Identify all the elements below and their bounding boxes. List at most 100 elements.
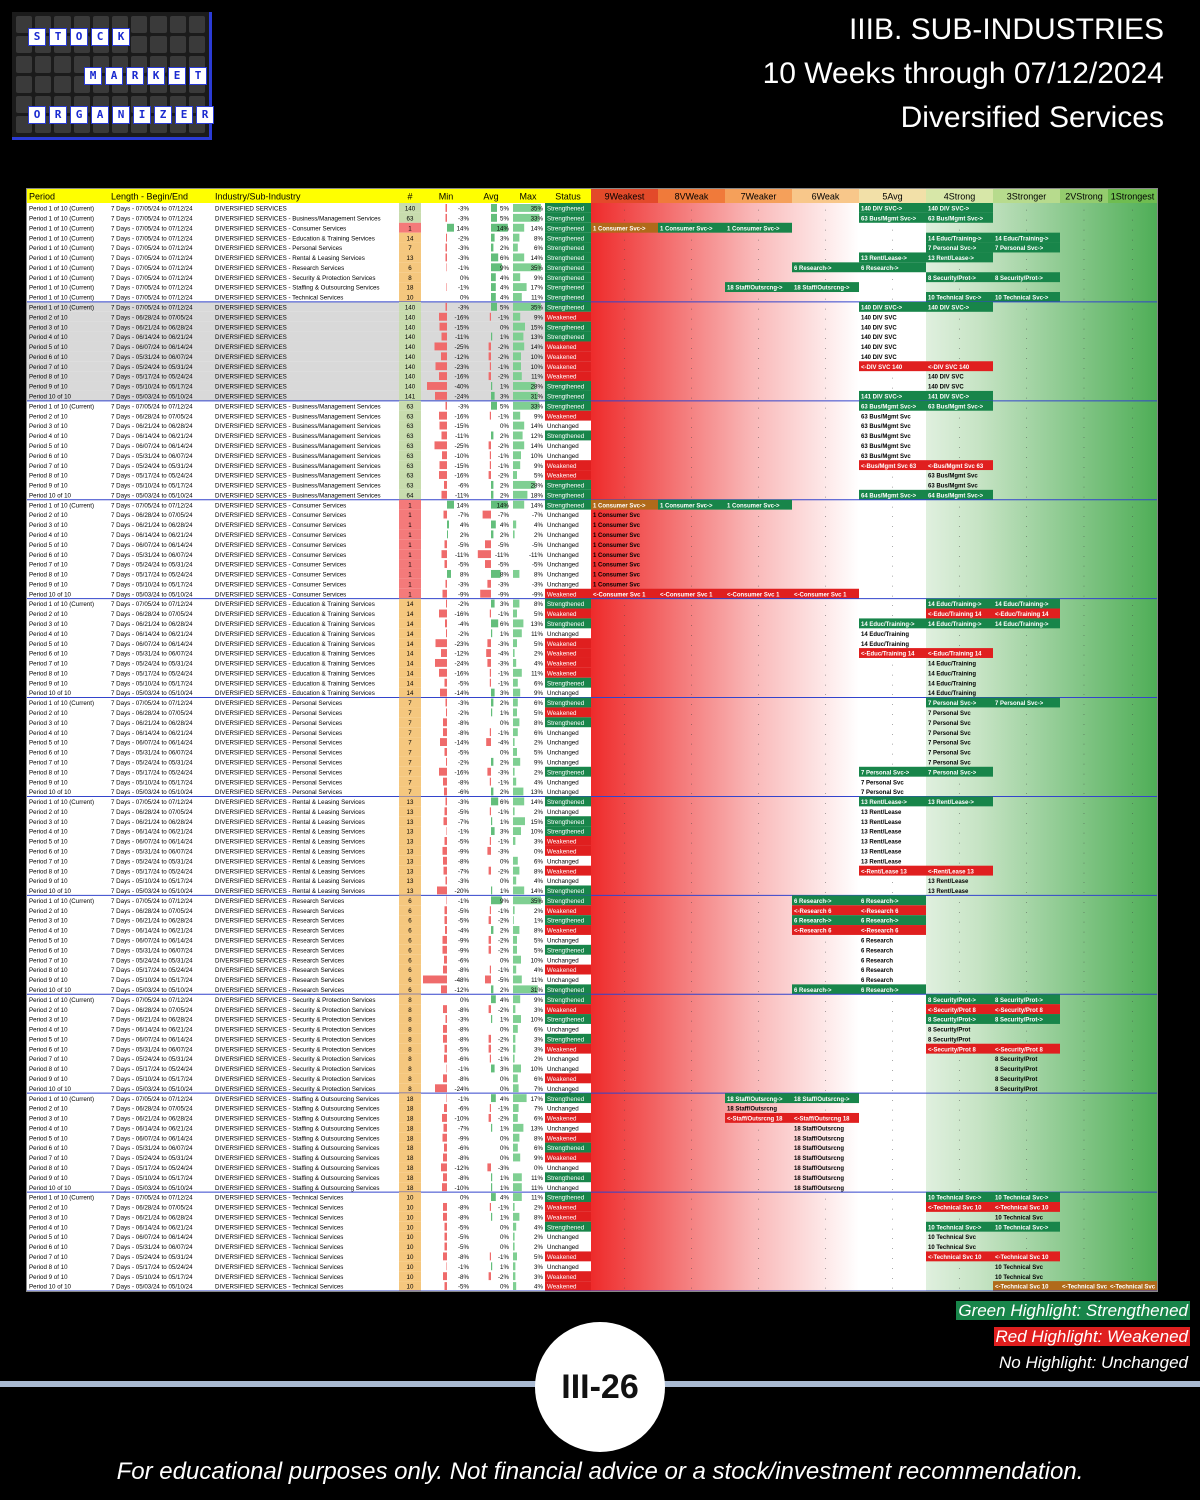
status-cell-bg bbox=[545, 341, 591, 352]
avg-value: 0% bbox=[500, 1086, 509, 1093]
page-number-badge: III-26 bbox=[535, 1322, 665, 1452]
min-bar bbox=[447, 520, 449, 529]
max-value: 11% bbox=[531, 1195, 543, 1202]
empty-rank-dot: . bbox=[624, 245, 626, 252]
max-bar bbox=[513, 342, 525, 351]
period-label: Period 3 of 10 bbox=[29, 621, 68, 628]
rank-cell-bg bbox=[926, 292, 993, 302]
empty-rank-dot: . bbox=[624, 819, 626, 826]
industry-label: DIVERSIFIED SERVICES bbox=[215, 344, 287, 351]
max-bar bbox=[513, 1133, 520, 1142]
status-value: Strengthened bbox=[547, 1195, 585, 1202]
empty-rank-dot: . bbox=[825, 759, 827, 766]
empty-rank-dot: . bbox=[691, 720, 693, 727]
empty-rank-dot: . bbox=[624, 829, 626, 836]
empty-rank-dot: . bbox=[691, 799, 693, 806]
period-label: Period 3 of 10 bbox=[29, 423, 68, 430]
min-bar bbox=[446, 757, 447, 766]
empty-rank-dot: . bbox=[691, 443, 693, 450]
empty-rank-dot: . bbox=[959, 1076, 961, 1083]
empty-rank-dot: . bbox=[892, 1096, 894, 1103]
empty-rank-dot: . bbox=[1132, 1155, 1134, 1162]
status-value: Unchanged bbox=[547, 1165, 579, 1172]
min-bar bbox=[443, 965, 447, 974]
rank-label: 14 Educ/Training-> bbox=[995, 622, 1049, 628]
avg-bar bbox=[491, 797, 499, 806]
max-value: 14% bbox=[531, 443, 544, 450]
max-bar bbox=[513, 1143, 518, 1152]
empty-rank-dot: . bbox=[1083, 394, 1085, 401]
empty-rank-dot: . bbox=[892, 473, 894, 480]
column-header: 9Weakest bbox=[605, 192, 645, 202]
min-bar bbox=[441, 431, 447, 440]
rank-label: 18 Staff/Outsrcng bbox=[794, 1186, 844, 1192]
column-header: Avg bbox=[483, 192, 498, 202]
status-value: Weakened bbox=[547, 651, 577, 658]
empty-rank-dot: . bbox=[758, 1214, 760, 1221]
rank-cell-bg bbox=[926, 232, 993, 243]
empty-rank-dot: . bbox=[1026, 334, 1028, 341]
empty-rank-dot: . bbox=[1132, 354, 1134, 361]
max-bar bbox=[513, 688, 521, 697]
empty-rank-dot: . bbox=[758, 977, 760, 984]
period-label: Period 6 of 10 bbox=[29, 1145, 68, 1152]
empty-rank-dot: . bbox=[1026, 928, 1028, 935]
empty-rank-dot: . bbox=[825, 740, 827, 747]
max-bar bbox=[513, 1272, 516, 1281]
empty-rank-dot: . bbox=[1132, 661, 1134, 668]
count-cell-bg bbox=[399, 1152, 421, 1163]
count-cell-bg bbox=[399, 638, 421, 649]
empty-rank-dot: . bbox=[691, 730, 693, 737]
industry-title: Diversified Services bbox=[900, 101, 1164, 134]
period-label: Period 4 of 10 bbox=[29, 730, 68, 737]
empty-rank-dot: . bbox=[1026, 1027, 1028, 1034]
min-value: -6% bbox=[458, 1106, 470, 1113]
empty-rank-dot: . bbox=[892, 532, 894, 539]
logo-letter: R bbox=[196, 106, 214, 124]
empty-rank-dot: . bbox=[1132, 1264, 1134, 1271]
empty-rank-dot: . bbox=[691, 611, 693, 618]
count-cell-bg bbox=[399, 717, 421, 728]
max-bar bbox=[513, 1064, 521, 1073]
empty-rank-dot: . bbox=[1083, 1027, 1085, 1034]
period-label: Period 3 of 10 bbox=[29, 1116, 68, 1123]
min-bar bbox=[444, 1222, 447, 1231]
min-value: -8% bbox=[458, 720, 470, 727]
empty-rank-dot: . bbox=[758, 275, 760, 282]
min-bar bbox=[441, 1163, 447, 1172]
length-label: 7 Days - 05/03/24 to 05/10/24 bbox=[111, 987, 193, 994]
industry-label: DIVERSIFIED SERVICES - Rental & Leasing … bbox=[215, 888, 365, 895]
count-value: 10 bbox=[407, 295, 414, 302]
empty-rank-dot: . bbox=[1083, 354, 1085, 361]
empty-rank-dot: . bbox=[1083, 918, 1085, 925]
count-value: 14 bbox=[407, 661, 414, 668]
rank-cell-bg bbox=[859, 865, 926, 876]
empty-rank-dot: . bbox=[691, 1284, 693, 1291]
avg-value: -3% bbox=[498, 1165, 510, 1172]
empty-rank-dot: . bbox=[959, 829, 961, 836]
status-value: Weakened bbox=[547, 354, 577, 361]
empty-rank-dot: . bbox=[758, 789, 760, 796]
max-value: 14% bbox=[531, 799, 544, 806]
empty-rank-dot: . bbox=[825, 334, 827, 341]
empty-rank-dot: . bbox=[758, 1066, 760, 1073]
empty-rank-dot: . bbox=[624, 1106, 626, 1113]
count-cell-bg bbox=[399, 578, 421, 589]
count-cell-bg bbox=[399, 934, 421, 945]
empty-rank-dot: . bbox=[1132, 641, 1134, 648]
empty-rank-dot: . bbox=[1026, 433, 1028, 440]
count-cell-bg bbox=[399, 727, 421, 738]
rank-label: <-Security/Prot 8 bbox=[995, 1047, 1044, 1053]
count-cell-bg bbox=[399, 1043, 421, 1054]
empty-rank-dot: . bbox=[825, 720, 827, 727]
empty-rank-dot: . bbox=[825, 730, 827, 737]
empty-rank-dot: . bbox=[758, 1244, 760, 1251]
min-value: -6% bbox=[458, 789, 470, 796]
min-bar bbox=[439, 461, 447, 470]
min-bar bbox=[439, 471, 447, 479]
empty-rank-dot: . bbox=[1083, 413, 1085, 420]
column-header: Industry/Sub-Industry bbox=[215, 192, 301, 202]
max-bar bbox=[513, 935, 517, 944]
empty-rank-dot: . bbox=[825, 957, 827, 964]
period-label: Period 7 of 10 bbox=[29, 957, 68, 964]
